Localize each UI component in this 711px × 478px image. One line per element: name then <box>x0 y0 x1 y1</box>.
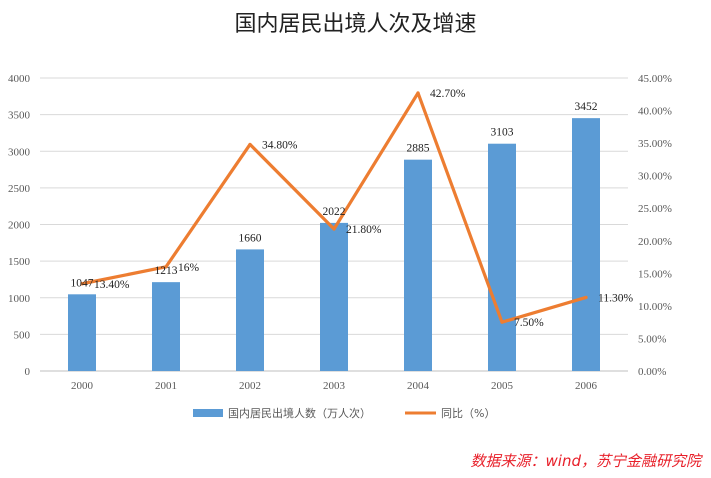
legend: 国内居民出境人数（万人次） 同比（%） <box>193 406 495 420</box>
line-value-label: 42.70% <box>430 88 466 100</box>
line-point <box>248 142 252 147</box>
line-point <box>80 282 84 286</box>
right-tick-label: 15.00% <box>638 268 672 280</box>
x-tick-label: 2005 <box>491 380 514 392</box>
line-value-label: 16% <box>178 262 200 274</box>
bar <box>572 118 600 372</box>
left-tick-label: 500 <box>14 329 31 341</box>
bar-series <box>68 118 600 372</box>
bar <box>404 159 432 371</box>
line-point <box>584 295 588 300</box>
line-value-label: 11.30% <box>598 292 633 304</box>
right-tick-label: 5.00% <box>638 333 666 345</box>
line-value-label: 34.80% <box>262 139 298 151</box>
left-tick-label: 1500 <box>8 256 31 268</box>
bar <box>236 249 264 371</box>
bar-value-label: 1213 <box>155 265 178 277</box>
legend-line-label: 同比（%） <box>441 407 495 420</box>
line-point <box>500 320 504 324</box>
x-tick-label: 2001 <box>155 380 177 392</box>
legend-bar-swatch <box>193 409 223 417</box>
bar-value-label: 3452 <box>575 101 598 113</box>
left-tick-label: 0 <box>25 366 31 378</box>
right-tick-label: 40.00% <box>638 106 672 118</box>
left-tick-label: 3500 <box>8 110 31 122</box>
data-labels: 1047 1213 1660 2022 2885 3103 3452 13.40% 16% 34.… <box>71 88 634 329</box>
line-point <box>164 265 168 269</box>
right-tick-label: 45.00% <box>638 73 672 85</box>
x-tick-label: 2006 <box>575 380 598 392</box>
x-tick-label: 2000 <box>71 380 94 392</box>
left-tick-label: 2000 <box>8 220 31 232</box>
line-value-label: 21.80% <box>346 224 382 236</box>
right-tick-label: 35.00% <box>638 138 672 150</box>
line-value-label: 7.50% <box>514 317 544 329</box>
left-tick-label: 1000 <box>8 293 31 305</box>
source-note: 数据来源：wind，苏宁金融研究院 <box>470 452 701 470</box>
right-tick-label: 10.00% <box>638 301 672 313</box>
left-tick-label: 4000 <box>8 73 31 85</box>
left-y-axis: 0 500 1000 1500 2000 2500 3000 3500 4000 <box>8 73 31 378</box>
bar <box>320 222 348 371</box>
left-tick-label: 3000 <box>8 146 31 158</box>
bar <box>488 143 516 371</box>
right-y-axis: 0.00% 5.00% 10.00% 15.00% 20.00% 25.00% 30.00%… <box>638 73 672 378</box>
left-tick-label: 2500 <box>8 183 31 195</box>
line-point <box>416 91 420 95</box>
x-tick-label: 2004 <box>407 380 430 392</box>
right-tick-label: 30.00% <box>638 171 672 183</box>
right-tick-label: 25.00% <box>638 203 672 215</box>
bar-value-label: 1660 <box>239 232 262 244</box>
bar-value-label: 3103 <box>491 127 514 139</box>
x-axis: 2000 2001 2002 2003 2004 2005 2006 <box>71 380 598 392</box>
bar <box>152 282 180 371</box>
bar <box>68 294 96 371</box>
bar-value-label: 2885 <box>407 143 430 155</box>
bar-value-label: 1047 <box>71 277 94 289</box>
x-tick-label: 2003 <box>323 380 346 392</box>
right-tick-label: 0.00% <box>638 366 666 378</box>
line-point <box>332 227 336 231</box>
chart-title: 国内居民出境人次及增速 <box>234 12 477 37</box>
line-series <box>80 91 588 324</box>
legend-bar-label: 国内居民出境人数（万人次） <box>228 406 371 420</box>
x-tick-label: 2002 <box>239 380 261 392</box>
line-value-label: 13.40% <box>94 279 130 291</box>
bar-value-label: 2022 <box>323 206 346 218</box>
right-tick-label: 20.00% <box>638 236 672 248</box>
